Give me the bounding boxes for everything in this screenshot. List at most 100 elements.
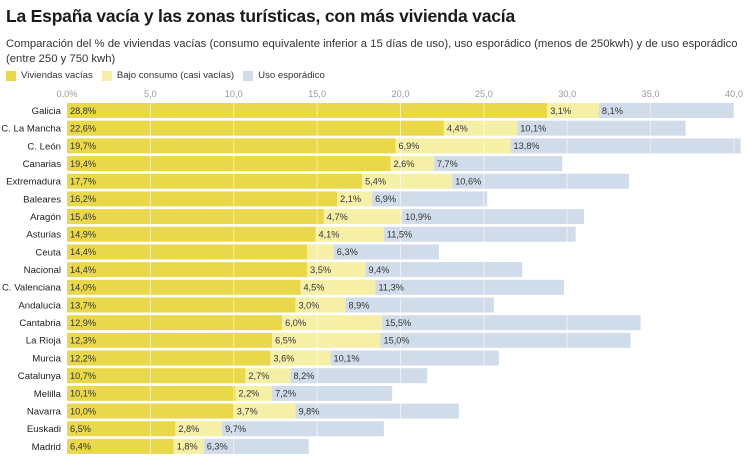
bar-segment-bajo-consumo[interactable] — [235, 385, 273, 401]
bar-segment-viviendas-vacias[interactable] — [67, 385, 236, 401]
bar-segment-viviendas-vacias[interactable] — [67, 262, 308, 278]
bar-segment-uso-esporadico[interactable] — [295, 403, 459, 419]
bar-segment-viviendas-vacias[interactable] — [67, 350, 271, 366]
bar-segment-bajo-consumo[interactable] — [315, 226, 384, 242]
category-label: Ceuta — [35, 247, 61, 258]
category-label: Canarias — [23, 159, 62, 170]
data-label: 4,5% — [303, 283, 324, 293]
bar-segment-bajo-consumo[interactable] — [233, 403, 296, 419]
data-label: 4,7% — [327, 212, 348, 222]
bar-segment-viviendas-vacias[interactable] — [67, 332, 273, 348]
category-label: Nacional — [24, 265, 61, 276]
legend-item-bajo-consumo[interactable]: Bajo consumo (casi vacías) — [101, 70, 234, 81]
legend-item-viviendas-vacias[interactable]: Viviendas vacías — [6, 70, 93, 81]
data-label: 14,4% — [70, 265, 96, 275]
x-tick-label: 30,0 — [558, 89, 576, 99]
data-label: 13,8% — [514, 141, 540, 151]
bar-segment-bajo-consumo[interactable] — [307, 244, 334, 260]
bar-segment-bajo-consumo[interactable] — [443, 120, 518, 136]
x-tick-label: 0,0% — [57, 89, 78, 99]
bar-segment-viviendas-vacias[interactable] — [67, 244, 308, 260]
data-label: 8,1% — [602, 106, 623, 116]
bar-segment-viviendas-vacias[interactable] — [67, 103, 548, 118]
bar-segment-viviendas-vacias[interactable] — [67, 438, 174, 454]
data-label: 12,2% — [70, 353, 96, 363]
data-label: 14,0% — [70, 283, 96, 293]
data-label: 2,1% — [340, 194, 361, 204]
category-label: Baleares — [23, 194, 61, 205]
bar-segment-viviendas-vacias[interactable] — [67, 421, 176, 437]
legend: Viviendas vacías Bajo consumo (casi vací… — [6, 70, 334, 81]
x-tick-label: 40,0 — [725, 89, 743, 99]
bar-segment-bajo-consumo[interactable] — [337, 191, 373, 207]
bar-segment-viviendas-vacias[interactable] — [67, 226, 316, 242]
data-label: 3,0% — [298, 300, 319, 310]
data-label: 6,3% — [337, 247, 358, 257]
bar-segment-viviendas-vacias[interactable] — [67, 173, 363, 189]
bar-segment-bajo-consumo[interactable] — [295, 297, 346, 313]
bar-segment-uso-esporadico[interactable] — [433, 156, 563, 172]
x-tick-label: 10,0 — [225, 89, 243, 99]
bar-segment-bajo-consumo[interactable] — [173, 438, 204, 454]
bar-segment-viviendas-vacias[interactable] — [67, 156, 391, 172]
legend-item-uso-esporadico[interactable]: Uso esporádico — [243, 70, 325, 81]
bar-segment-viviendas-vacias[interactable] — [67, 297, 296, 313]
bar-segment-uso-esporadico[interactable] — [380, 332, 631, 348]
bar-segment-bajo-consumo[interactable] — [175, 421, 223, 437]
bar-segment-uso-esporadico[interactable] — [290, 368, 428, 384]
data-label: 12,3% — [70, 336, 96, 346]
category-label: Galicia — [32, 106, 62, 117]
bar-segment-uso-esporadico[interactable] — [345, 297, 494, 313]
data-label: 2,2% — [238, 389, 259, 399]
bar-segment-uso-esporadico[interactable] — [203, 438, 309, 454]
category-label: Catalunya — [18, 371, 62, 382]
data-label: 3,1% — [550, 106, 571, 116]
category-label: C. La Mancha — [1, 124, 61, 135]
bar-segment-viviendas-vacias[interactable] — [67, 209, 324, 225]
bar-segment-uso-esporadico[interactable] — [375, 279, 564, 295]
data-label: 2,8% — [178, 424, 199, 434]
bar-segment-bajo-consumo[interactable] — [245, 368, 291, 384]
bar-segment-bajo-consumo[interactable] — [395, 138, 511, 154]
x-tick-label: 25,0 — [475, 89, 493, 99]
category-label: Extremadura — [6, 177, 62, 188]
bar-segment-uso-esporadico[interactable] — [598, 103, 734, 118]
data-label: 11,3% — [378, 283, 403, 293]
category-label: Madrid — [32, 442, 61, 453]
bar-segment-bajo-consumo[interactable] — [272, 332, 381, 348]
data-label: 1,8% — [177, 442, 198, 452]
bar-segment-viviendas-vacias[interactable] — [67, 279, 301, 295]
bar-segment-bajo-consumo[interactable] — [390, 156, 434, 172]
bar-segment-uso-esporadico[interactable] — [402, 209, 584, 225]
bar-segment-viviendas-vacias[interactable] — [67, 368, 246, 384]
data-label: 2,7% — [248, 371, 269, 381]
bar-segment-bajo-consumo[interactable] — [323, 209, 403, 225]
bar-segment-bajo-consumo[interactable] — [300, 279, 376, 295]
data-label: 6,5% — [70, 424, 91, 434]
bar-segment-uso-esporadico[interactable] — [510, 138, 741, 154]
bar-segment-viviendas-vacias[interactable] — [67, 315, 283, 331]
bar-segment-bajo-consumo[interactable] — [362, 173, 453, 189]
bar-segment-viviendas-vacias[interactable] — [67, 191, 338, 207]
bar-segment-viviendas-vacias[interactable] — [67, 120, 444, 136]
data-label: 6,4% — [70, 442, 91, 452]
bar-segment-bajo-consumo[interactable] — [270, 350, 331, 366]
bar-segment-uso-esporadico[interactable] — [222, 421, 384, 437]
bar-segment-bajo-consumo[interactable] — [307, 262, 366, 278]
bar-segment-uso-esporadico[interactable] — [365, 262, 523, 278]
data-label: 15,0% — [383, 336, 409, 346]
bar-segment-uso-esporadico[interactable] — [272, 385, 393, 401]
bar-segment-uso-esporadico[interactable] — [333, 244, 439, 260]
data-label: 17,7% — [70, 177, 96, 187]
chart-subtitle: Comparación del % de viviendas vacías (c… — [6, 38, 738, 65]
bar-segment-uso-esporadico[interactable] — [383, 226, 576, 242]
bar-segment-bajo-consumo[interactable] — [282, 315, 383, 331]
bar-segment-uso-esporadico[interactable] — [382, 315, 641, 331]
bar-segment-viviendas-vacias[interactable] — [67, 138, 396, 154]
bar-segment-uso-esporadico[interactable] — [452, 173, 629, 189]
bar-segment-uso-esporadico[interactable] — [330, 350, 499, 366]
bar-segment-bajo-consumo[interactable] — [547, 103, 599, 118]
data-label: 15,4% — [70, 212, 96, 222]
bar-segment-uso-esporadico[interactable] — [517, 120, 686, 136]
data-label: 10,1% — [70, 389, 96, 399]
